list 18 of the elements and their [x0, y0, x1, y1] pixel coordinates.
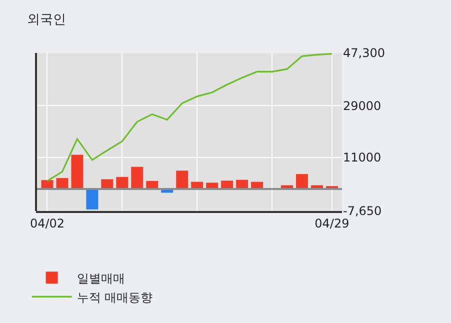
- y-tick-label: -7,650: [343, 204, 382, 218]
- bar: [56, 178, 68, 189]
- bar: [296, 174, 308, 189]
- y-tick-label: 11000: [343, 150, 382, 165]
- bar: [71, 154, 84, 189]
- bar: [86, 189, 98, 210]
- line-series: [46, 53, 333, 182]
- x-tick-label: 04/02: [30, 216, 65, 230]
- bar: [116, 176, 128, 189]
- x-tick-label: 04/29: [314, 216, 350, 230]
- y-tick-label: 47,300: [343, 46, 385, 60]
- bar: [131, 166, 144, 189]
- legend-label: 누적 매매동향: [76, 290, 153, 304]
- y-tick-label: 29000: [343, 98, 382, 113]
- bar: [101, 179, 114, 189]
- bar: [176, 170, 188, 189]
- chart-title: 외국인: [27, 12, 66, 28]
- legend-label: 일별매매: [76, 271, 125, 286]
